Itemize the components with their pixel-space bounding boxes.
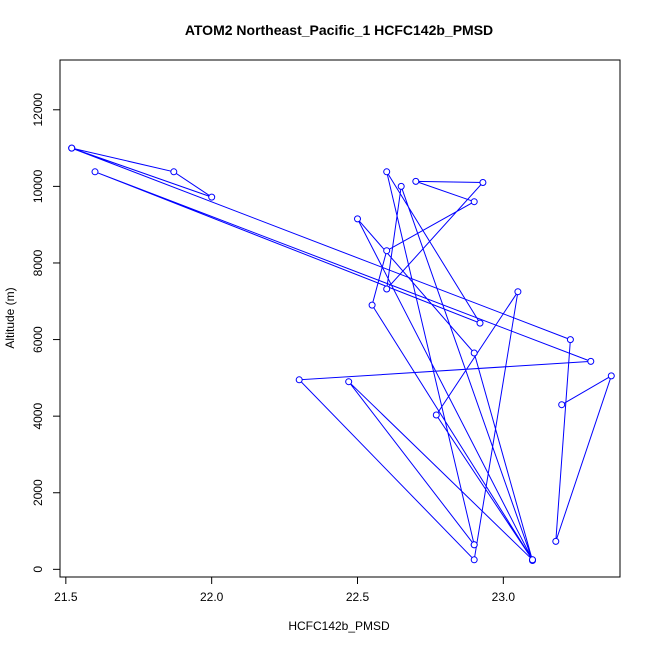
- data-point: [470, 349, 478, 357]
- data-point: [432, 411, 440, 419]
- y-tick-label: 6000: [31, 326, 45, 353]
- data-point: [529, 556, 536, 564]
- y-tick-label: 12000: [31, 93, 45, 127]
- series-line: [71, 147, 613, 542]
- y-tick-label: 4000: [31, 403, 45, 430]
- data-point: [476, 319, 484, 327]
- data-point: [68, 144, 76, 152]
- data-point: [470, 556, 478, 564]
- data-point: [607, 372, 615, 380]
- data-point: [368, 301, 376, 309]
- data-point: [514, 288, 522, 296]
- data-point: [345, 378, 353, 386]
- plot-points: [68, 144, 615, 564]
- x-axis-label: HCFC142b_PMSD: [288, 619, 390, 633]
- data-point: [587, 357, 595, 365]
- data-point: [479, 179, 487, 186]
- x-tick-label: 23.0: [492, 590, 516, 604]
- x-tick-label: 21.5: [54, 590, 78, 604]
- x-tick-label: 22.5: [346, 590, 370, 604]
- data-point: [170, 168, 178, 176]
- data-point: [566, 336, 574, 344]
- data-point: [552, 537, 560, 545]
- y-tick-label: 8000: [31, 249, 45, 276]
- data-point: [295, 376, 303, 384]
- plot-frame: [59, 59, 621, 578]
- data-point: [208, 193, 216, 201]
- data-point: [91, 168, 99, 176]
- data-point: [383, 168, 391, 176]
- data-point: [397, 182, 405, 190]
- y-axis-label: Altitude (m): [3, 287, 17, 348]
- x-tick-label: 22.0: [200, 590, 224, 604]
- plot-lines: [71, 147, 613, 561]
- x-axis: 21.5 22.0 22.5 23.0: [54, 576, 516, 604]
- data-point: [383, 247, 391, 255]
- data-point: [354, 215, 361, 223]
- data-point: [412, 177, 420, 185]
- chart-title: ATOM2 Northeast_Pacific_1 HCFC142b_PMSD: [185, 22, 493, 38]
- series-line: [94, 171, 591, 561]
- y-tick-label: 0: [31, 566, 45, 573]
- data-point: [470, 541, 478, 549]
- data-point: [470, 198, 478, 206]
- y-tick-label: 10000: [31, 169, 45, 203]
- data-point: [383, 285, 391, 293]
- y-tick-label: 2000: [31, 479, 45, 506]
- y-axis: 0 2000 4000 6000 8000 10000 12000: [31, 93, 61, 573]
- data-point: [558, 401, 566, 409]
